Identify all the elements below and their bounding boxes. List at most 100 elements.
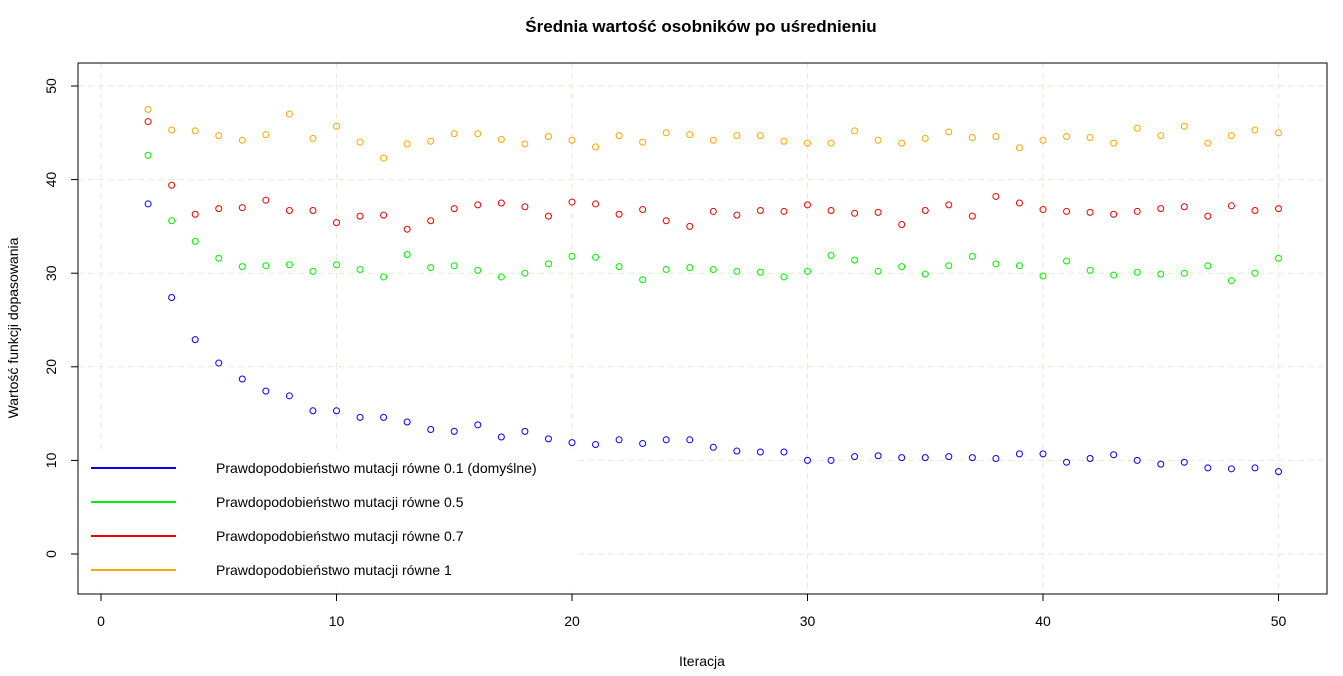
data-point: [215, 254, 223, 262]
data-point: [968, 252, 976, 260]
data-point: [662, 129, 670, 137]
data-point: [1227, 202, 1235, 210]
data-point: [380, 154, 388, 162]
data-point: [827, 251, 835, 259]
data-point: [191, 336, 199, 344]
data-point: [921, 206, 929, 214]
data-point: [851, 209, 859, 217]
data-point: [333, 407, 340, 415]
data-point: [686, 436, 694, 444]
data-point: [780, 137, 788, 145]
data-point: [945, 262, 953, 270]
data-point: [662, 217, 670, 225]
data-point: [309, 267, 317, 275]
data-point: [403, 418, 411, 426]
data-point: [851, 453, 859, 461]
data-point: [450, 205, 458, 213]
data-point: [568, 252, 576, 260]
data-point: [992, 260, 1000, 268]
data-point: [780, 448, 788, 456]
series-1: [144, 151, 1282, 285]
y-tick-label: 40: [43, 172, 59, 188]
data-point: [804, 201, 811, 209]
data-point: [262, 262, 270, 270]
data-point: [780, 207, 788, 215]
data-point: [1251, 126, 1259, 134]
data-point: [992, 133, 1000, 141]
data-point: [1157, 132, 1165, 140]
data-point: [474, 266, 482, 274]
data-point: [356, 138, 364, 146]
data-point: [968, 212, 976, 220]
legend: Prawdopodobieństwo mutacji równe 0.1 (do…: [80, 450, 578, 588]
data-points: [144, 105, 1282, 476]
data-point: [215, 205, 223, 213]
data-point: [780, 273, 788, 281]
data-point: [592, 200, 600, 208]
data-point: [1275, 205, 1282, 213]
data-point: [945, 201, 953, 209]
data-point: [1015, 199, 1023, 207]
data-point: [544, 212, 552, 220]
data-point: [662, 265, 670, 273]
data-point: [733, 447, 741, 455]
data-point: [874, 136, 882, 144]
y-tick-label: 30: [43, 265, 59, 281]
data-point: [191, 237, 199, 245]
data-point: [168, 126, 176, 134]
data-point: [592, 143, 600, 151]
data-point: [144, 151, 152, 159]
legend-label: Prawdopodobieństwo mutacji równe 0.7: [216, 528, 464, 544]
data-point: [450, 427, 458, 435]
data-point: [733, 267, 741, 275]
data-point: [709, 136, 717, 144]
data-point: [238, 375, 246, 383]
data-point: [356, 212, 364, 220]
data-point: [333, 122, 340, 130]
data-point: [1039, 450, 1047, 458]
data-point: [1063, 458, 1071, 466]
x-tick-label: 50: [1271, 613, 1287, 629]
data-point: [1227, 132, 1235, 140]
data-point: [898, 263, 906, 271]
data-point: [898, 139, 906, 147]
y-axis: 0 10 20 30 40 50: [43, 78, 79, 558]
y-tick-label: 20: [43, 359, 59, 375]
x-tick-label: 30: [800, 613, 816, 629]
data-point: [262, 196, 270, 204]
data-point: [1180, 122, 1188, 130]
data-point: [356, 265, 364, 273]
data-point: [285, 206, 293, 214]
data-point: [1157, 205, 1165, 213]
data-point: [474, 201, 482, 209]
data-point: [215, 132, 223, 140]
data-point: [756, 268, 764, 276]
data-point: [756, 448, 764, 456]
data-point: [262, 131, 270, 139]
y-tick-label: 50: [43, 78, 59, 94]
data-point: [898, 454, 906, 462]
data-point: [285, 392, 293, 400]
data-point: [497, 433, 505, 441]
data-point: [804, 267, 811, 275]
data-point: [1133, 207, 1141, 215]
data-point: [521, 203, 529, 211]
legend-label: Prawdopodobieństwo mutacji równe 1: [216, 562, 452, 578]
x-tick-label: 10: [329, 613, 345, 629]
data-point: [333, 219, 340, 227]
data-point: [1227, 465, 1235, 473]
series-0: [144, 200, 1282, 476]
data-point: [1251, 464, 1259, 472]
data-point: [403, 250, 411, 258]
data-point: [804, 456, 811, 464]
data-point: [568, 136, 576, 144]
data-point: [544, 260, 552, 268]
x-tick-label: 20: [564, 613, 580, 629]
data-point: [1133, 124, 1141, 132]
data-point: [450, 262, 458, 270]
legend-background: [80, 450, 578, 588]
y-axis-label: Wartość funkcji dopasowania: [5, 237, 21, 418]
data-point: [1063, 207, 1071, 215]
data-point: [686, 222, 694, 230]
